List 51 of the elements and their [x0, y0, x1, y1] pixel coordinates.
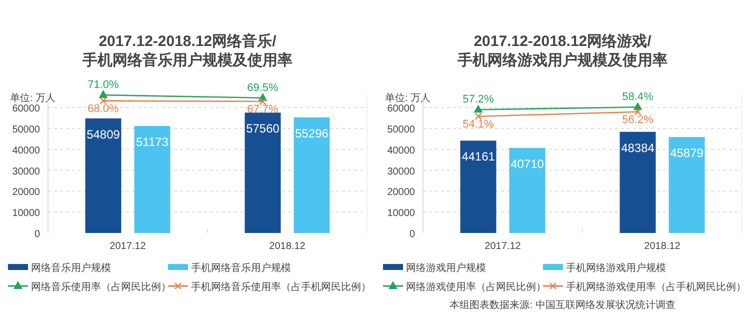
bar	[460, 140, 496, 233]
legend-label: 手机网络游戏用户规模	[566, 262, 666, 274]
y-tick-label: 60000	[387, 104, 416, 115]
y-tick-label: 0	[409, 229, 416, 240]
y-tick-label: 30000	[387, 166, 416, 178]
data-label: 69.5%	[247, 82, 279, 94]
data-label: 71.0%	[88, 79, 120, 91]
legend-label: 手机网络音乐使用率（占手机网民比例）	[191, 281, 371, 293]
legend-label: 网络音乐用户规模	[31, 262, 111, 274]
x-tick-label: 2018.12	[269, 241, 306, 252]
data-label: 57.2%	[462, 94, 494, 106]
legend-label: 手机网络音乐用户规模	[191, 262, 291, 274]
bar	[620, 132, 656, 233]
y-tick-label: 10000	[12, 208, 40, 220]
y-tick-label: 40000	[387, 145, 416, 156]
data-label: 67.7%	[247, 103, 279, 116]
legend-label: 手机网络游戏使用率（占手机网民比例）	[566, 281, 746, 293]
y-tick-label: 50000	[12, 124, 40, 136]
data-label: 56.2%	[622, 114, 654, 126]
x-tick-label: 2018.12	[644, 241, 681, 252]
y-tick-label: 50000	[387, 124, 416, 136]
data-label: 58.4%	[622, 91, 654, 104]
legend-label: 网络游戏使用率（占网民比例）	[406, 281, 546, 293]
data-label: 51173	[136, 135, 169, 149]
data-label: 54809	[86, 127, 120, 142]
y-tick-label: 0	[34, 229, 40, 240]
data-label: 57560	[246, 122, 280, 136]
y-tick-label: 20000	[12, 187, 40, 198]
legend-label: 网络音乐使用率（占网民比例）	[31, 281, 171, 293]
legend-label: 网络游戏用户规模	[406, 262, 486, 274]
data-label: 55296	[295, 126, 329, 140]
data-label: 45879	[670, 146, 704, 160]
y-tick-label: 30000	[12, 166, 40, 178]
data-label: 44161	[462, 150, 496, 164]
point	[100, 97, 107, 104]
point	[474, 112, 482, 120]
y-tick-label: 20000	[387, 187, 416, 198]
data-label: 40710	[510, 156, 544, 171]
y-tick-label: 60000	[12, 104, 40, 115]
data-label: 48384	[621, 140, 655, 155]
y-tick-label: 10000	[387, 208, 416, 220]
bar	[509, 148, 546, 233]
chart-title: 2017.12-2018.12网络游戏/手机网络游戏用户规模及使用率	[456, 33, 668, 69]
bar	[668, 137, 705, 233]
data-label: 54.1%	[462, 118, 494, 130]
text: 本组图表数据来源: 中国互联网络发展状况统计调查	[450, 299, 676, 311]
data-label: 68.0%	[88, 102, 120, 115]
chart-title: 2017.12-2018.12网络音乐/手机网络音乐用户规模及使用率	[82, 32, 292, 69]
y-tick-label: 40000	[12, 145, 40, 156]
x-tick-label: 2017.12	[110, 241, 146, 252]
x-tick-label: 2017.12	[484, 241, 522, 252]
